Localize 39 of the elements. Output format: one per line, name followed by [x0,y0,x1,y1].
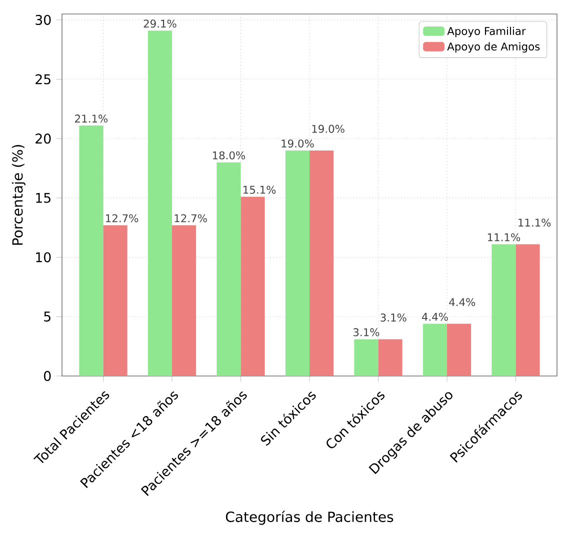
data-label: 12.7% [174,214,207,222]
bar [516,244,540,376]
bar [354,339,378,376]
y-tick-label: 15 [36,192,50,203]
data-label: 4.4% [449,298,476,306]
y-axis-title: Porcentaje (%) [12,144,26,245]
y-tick-label: 20 [36,134,51,144]
data-label: 11.1% [518,218,551,227]
data-label: 19.0% [282,139,314,148]
bar [446,324,472,376]
data-label: 3.1% [353,328,380,336]
bar [79,126,104,376]
bar [422,324,447,376]
data-label: 29.1% [144,20,176,28]
y-tick-label: 10 [36,252,51,262]
y-tick-label: 0 [44,370,51,382]
bar [378,339,402,376]
y-tick-label: 5 [44,312,50,322]
data-label: 19.0% [312,124,344,133]
bar [148,30,172,376]
data-label: 18.0% [212,151,246,160]
legend-label: Apoyo Familiar [447,26,526,38]
legend-label: Apoyo de Amigos [447,42,540,53]
y-tick-label: 30 [36,14,51,25]
data-label: 4.4% [422,312,448,321]
bar [310,150,334,376]
bar [216,162,241,376]
bar [172,225,196,376]
bar [103,225,128,376]
data-label: 12.7% [106,214,138,222]
data-label: 11.1% [488,233,520,242]
data-label: 21.1% [75,114,108,123]
data-label: 15.1% [244,186,276,194]
bar [240,196,265,376]
data-label: 3.1% [380,314,406,322]
x-axis-title: Categorías de Pacientes [226,510,394,525]
y-tick-label: 25 [36,74,50,84]
bar [492,244,516,376]
bar [285,150,310,376]
